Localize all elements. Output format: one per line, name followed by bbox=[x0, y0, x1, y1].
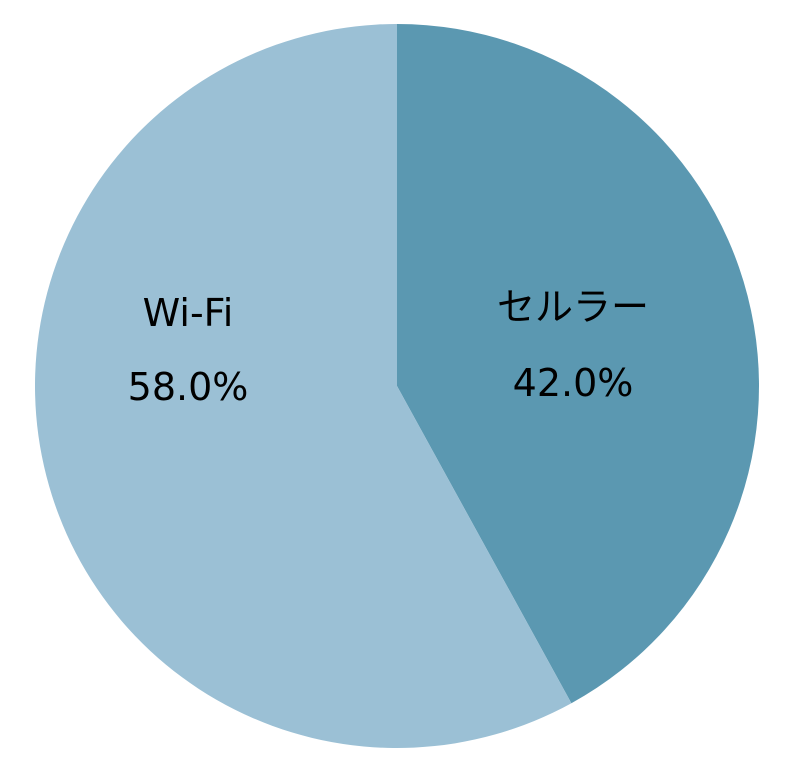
slice-value-wifi: 58.0% bbox=[128, 365, 249, 409]
slice-cellular bbox=[397, 24, 760, 704]
slice-wifi bbox=[35, 24, 572, 748]
slice-value-cellular: 42.0% bbox=[513, 361, 634, 405]
slice-label-wifi: Wi-Fi bbox=[143, 291, 234, 335]
slice-label-cellular: セルラー bbox=[497, 285, 649, 329]
